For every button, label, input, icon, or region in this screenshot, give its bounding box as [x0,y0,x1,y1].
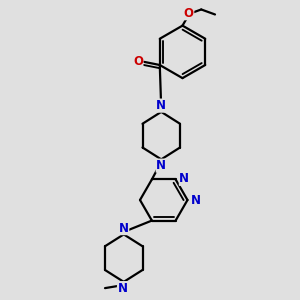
Text: N: N [119,222,129,235]
Text: O: O [184,7,194,20]
Text: O: O [133,55,143,68]
Text: N: N [179,172,189,185]
Text: N: N [118,282,128,295]
Text: N: N [156,159,166,172]
Text: N: N [156,99,166,112]
Text: N: N [191,194,201,207]
